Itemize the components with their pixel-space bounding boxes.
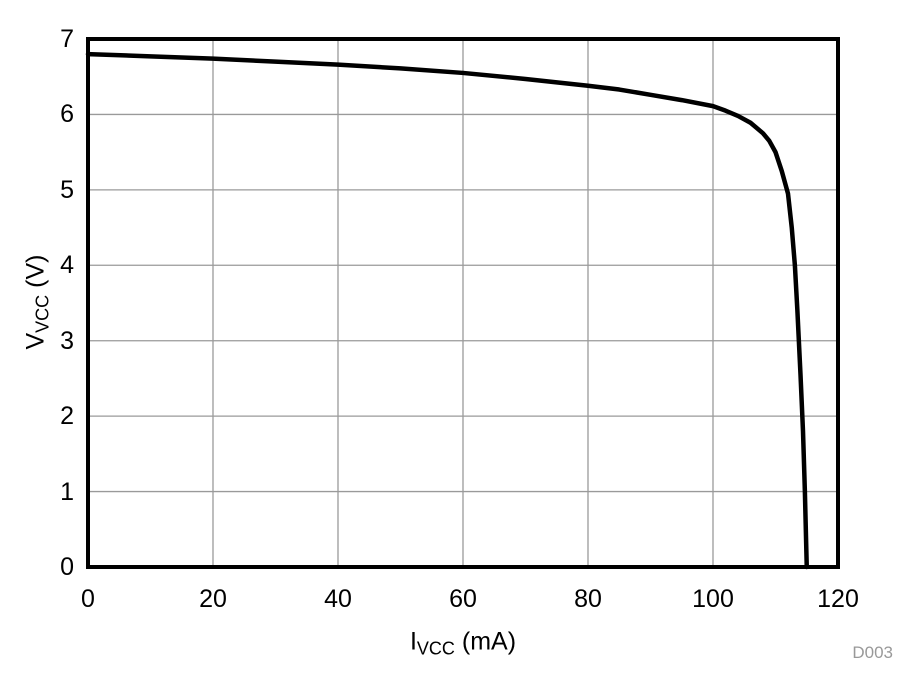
y-axis-symbol: V — [21, 332, 50, 350]
x-tick-label: 120 — [817, 585, 859, 613]
chart-id-watermark: D003 — [852, 643, 893, 662]
y-tick-label: 0 — [60, 553, 74, 581]
y-tick-label: 5 — [60, 175, 74, 204]
x-tick-label: 20 — [199, 585, 227, 613]
x-tick-label: 0 — [81, 585, 95, 613]
x-tick-label: 40 — [324, 585, 352, 613]
y-tick-label: 7 — [60, 25, 74, 53]
x-axis-title: IVCC (mA) — [409, 627, 517, 659]
y-tick-label: 3 — [60, 326, 74, 355]
x-axis-subscript: VCC — [416, 638, 455, 659]
y-axis-subscript: VCC — [32, 294, 53, 333]
y-tick-label: 1 — [60, 477, 74, 506]
vcc-curve — [85, 51, 809, 570]
x-axis-unit: (mA) — [461, 627, 517, 656]
plot-frame — [86, 37, 840, 569]
y-tick-label: 2 — [60, 402, 74, 431]
y-tick-label: 6 — [60, 100, 74, 129]
y-axis-title: VVCC (V) — [21, 254, 53, 350]
x-tick-label: 80 — [574, 585, 602, 613]
x-tick-label: 100 — [692, 585, 734, 613]
x-axis-symbol: I — [409, 627, 417, 656]
y-tick-label: 4 — [60, 251, 74, 280]
y-axis-unit: (V) — [21, 254, 50, 288]
x-tick-label: 60 — [449, 585, 477, 613]
